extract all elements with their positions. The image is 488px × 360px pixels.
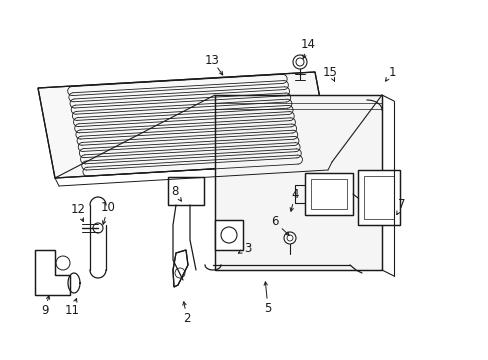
Text: 2: 2: [183, 311, 190, 324]
Text: 4: 4: [291, 189, 298, 202]
Text: 10: 10: [101, 202, 115, 215]
Text: 3: 3: [244, 242, 251, 255]
Text: 15: 15: [322, 66, 337, 78]
Polygon shape: [173, 250, 187, 287]
Circle shape: [93, 223, 103, 233]
Text: 11: 11: [64, 303, 80, 316]
Text: 6: 6: [271, 216, 278, 229]
Text: 5: 5: [264, 301, 271, 315]
Circle shape: [284, 232, 295, 244]
Text: 12: 12: [70, 203, 85, 216]
Polygon shape: [305, 173, 352, 215]
Text: 7: 7: [397, 198, 405, 211]
Polygon shape: [168, 177, 203, 205]
Circle shape: [292, 55, 306, 69]
Text: 9: 9: [41, 303, 49, 316]
Polygon shape: [35, 250, 70, 295]
Text: 8: 8: [171, 185, 178, 198]
Polygon shape: [38, 72, 331, 178]
Text: 14: 14: [300, 39, 315, 51]
Text: 13: 13: [204, 54, 219, 67]
Polygon shape: [357, 170, 399, 225]
Polygon shape: [215, 220, 243, 250]
Polygon shape: [215, 95, 381, 270]
Circle shape: [221, 227, 237, 243]
Text: 1: 1: [387, 66, 395, 78]
